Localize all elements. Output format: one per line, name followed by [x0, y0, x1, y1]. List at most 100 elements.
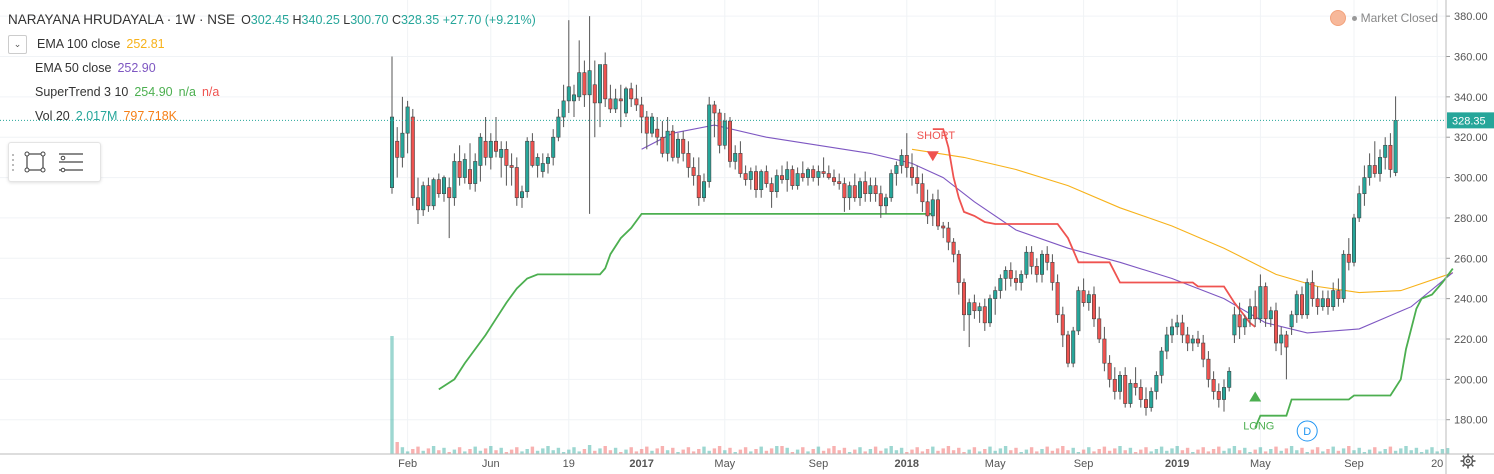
last-price-badge: [1447, 112, 1494, 129]
x-tick-label: Sep: [1074, 458, 1094, 470]
candle-body: [566, 86, 571, 102]
lines-tool-button[interactable]: [53, 144, 89, 180]
candle-body: [1107, 362, 1112, 380]
candle-body: [603, 64, 608, 100]
volume-bar: [603, 446, 607, 454]
volume-bar: [1165, 450, 1169, 454]
volume-bar: [447, 452, 451, 454]
drawing-toolbox: [8, 142, 101, 182]
annotations: SHORT LONG D: [917, 130, 1318, 442]
candle-body: [946, 227, 951, 243]
volume-bar: [1347, 446, 1351, 454]
volume-bar: [1295, 450, 1299, 454]
rectangle-tool-button[interactable]: [17, 144, 53, 180]
candle-body: [748, 171, 753, 180]
candle-body: [967, 302, 972, 316]
candle-body: [644, 116, 649, 134]
volume-bar: [1414, 447, 1419, 454]
candle-body: [691, 167, 696, 176]
candle-body: [530, 140, 535, 166]
candle-body: [592, 84, 597, 104]
volume-bar: [1123, 450, 1127, 454]
volume-bar: [1107, 450, 1112, 454]
candle-body: [1008, 270, 1013, 279]
candle-body: [909, 167, 914, 178]
candle-body: [441, 177, 446, 195]
market-status-label: Market Closed: [1360, 11, 1438, 25]
volume-bar: [686, 447, 691, 454]
candle-body: [1211, 379, 1216, 392]
volume-bar: [556, 447, 561, 454]
volume-bar: [785, 447, 789, 454]
candle-body: [649, 116, 654, 134]
market-status[interactable]: Market Closed: [1329, 10, 1438, 26]
indicator-row[interactable]: ⌄ EMA 100 close 252.81: [8, 32, 536, 56]
volume-bar: [702, 446, 706, 454]
volume-bar: [1180, 450, 1185, 454]
candle-body: [1216, 391, 1221, 400]
candle-body: [535, 157, 540, 166]
candle-body: [894, 165, 899, 174]
supertrend-up-line: [438, 213, 934, 391]
indicator-row[interactable]: SuperTrend 3 10 254.90 n/a n/a: [8, 80, 536, 104]
dividend-marker-label: D: [1303, 426, 1311, 438]
volume-bar: [1269, 449, 1273, 454]
candle-body: [665, 130, 670, 154]
volume-bars: [390, 336, 1450, 454]
y-tick-label: 360.00: [1454, 51, 1488, 63]
candle-body: [1372, 165, 1377, 174]
candle-body: [1227, 370, 1232, 388]
toolbox-grip[interactable]: [9, 143, 17, 181]
candle-body: [1289, 314, 1294, 328]
candle-body: [811, 169, 816, 178]
volume-bar: [1321, 451, 1325, 454]
volume-bar: [827, 448, 831, 454]
x-tick-label: 19: [563, 458, 575, 470]
volume-bar: [1419, 452, 1424, 454]
legend: NARAYANA HRUDAYALA · 1W · NSE O302.45 H3…: [8, 8, 536, 128]
candle-body: [696, 175, 701, 199]
volume-bar: [1253, 449, 1257, 454]
candle-body: [514, 167, 519, 199]
volume-bar: [1305, 452, 1309, 454]
x-tick-label: 2019: [1165, 458, 1189, 470]
symbol-title[interactable]: NARAYANA HRUDAYALA · 1W · NSE: [8, 12, 236, 27]
volume-bar: [509, 449, 514, 454]
volume-bar: [1024, 449, 1029, 454]
volume-bar: [1211, 449, 1216, 454]
volume-bar: [957, 447, 961, 454]
volume-bar: [749, 451, 753, 454]
indicator-row[interactable]: Vol 20 2.017M 797.718K: [8, 104, 536, 128]
candle-body: [1341, 253, 1346, 299]
volume-bar: [1357, 447, 1361, 454]
indicator-row[interactable]: EMA 50 close 252.90: [8, 56, 536, 80]
candle-body: [493, 140, 498, 152]
volume-bar: [1248, 452, 1252, 454]
volume-bar: [390, 336, 394, 454]
candle-body: [1232, 314, 1237, 336]
candle-body: [504, 149, 509, 166]
candle-body: [1102, 338, 1107, 364]
candle-body: [1092, 294, 1097, 320]
candle-body: [623, 88, 628, 114]
volume-bar: [1399, 448, 1403, 454]
volume-bar: [1081, 449, 1086, 454]
candle-body: [831, 177, 836, 182]
volume-bar: [1393, 450, 1398, 454]
volume-bar: [1061, 446, 1065, 454]
candle-body: [509, 165, 514, 168]
volume-bar: [707, 450, 711, 454]
chevron-down-icon[interactable]: ⌄: [8, 34, 27, 54]
volume-bar: [983, 449, 987, 454]
volume-bar: [1133, 452, 1138, 454]
lines-tool-icon: [59, 153, 83, 173]
volume-bar: [977, 451, 982, 454]
volume-bar: [1279, 450, 1283, 454]
candle-body: [582, 72, 587, 96]
gear-icon[interactable]: [1460, 453, 1476, 469]
candle-body: [785, 169, 790, 180]
candle-body: [395, 140, 400, 158]
volume-bar: [405, 451, 410, 454]
